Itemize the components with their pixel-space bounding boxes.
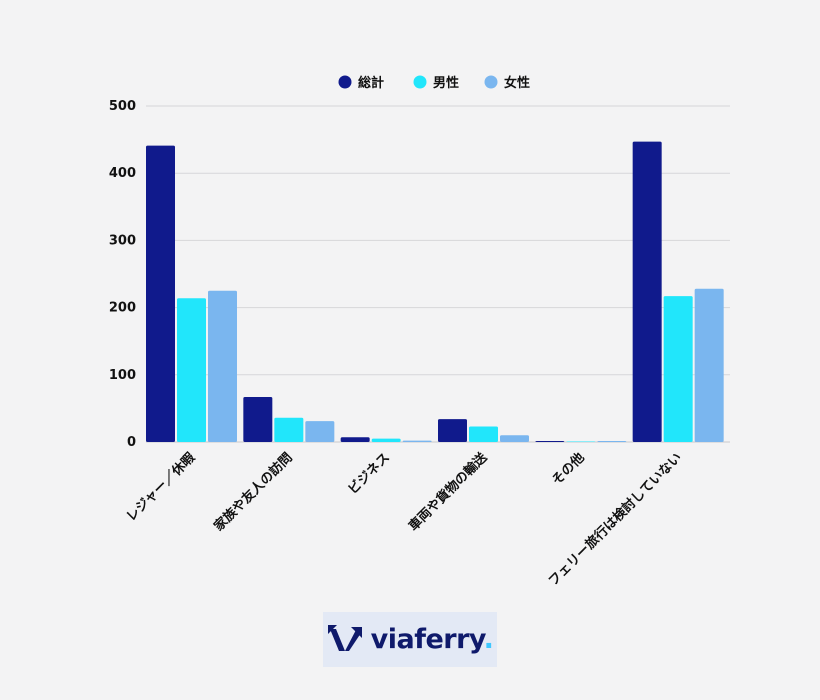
bar-5-2 <box>694 288 724 442</box>
bar-3-0 <box>438 419 467 442</box>
y-tick-label: 200 <box>109 301 136 316</box>
bar-3-2 <box>500 435 529 442</box>
bar-5-1 <box>663 296 693 442</box>
bar-3-1 <box>469 426 498 442</box>
bar-2-0 <box>340 437 370 442</box>
x-tick-label: レジャー／休暇 <box>123 450 198 525</box>
legend: 総計 男性 女性 <box>338 75 531 91</box>
logo-wordmark: viaferry. <box>370 624 494 655</box>
y-tick-label: 100 <box>109 368 136 383</box>
bar-0-2 <box>208 290 237 442</box>
bar-2-2 <box>402 440 432 442</box>
bar-4-1 <box>566 441 596 442</box>
bar-1-0 <box>243 396 273 442</box>
bar-1-1 <box>274 417 304 442</box>
x-tick-label: ビジネス <box>345 450 393 498</box>
gridlines <box>146 105 730 443</box>
x-tick-label: 車両や貨物の輸送 <box>405 449 491 535</box>
bars <box>146 141 724 442</box>
bar-5-0 <box>632 141 662 442</box>
x-tick-label: 家族や友人の訪問 <box>211 450 296 535</box>
y-tick-label: 500 <box>109 99 136 114</box>
bar-0-0 <box>146 145 175 442</box>
y-tick-label: 400 <box>109 166 136 181</box>
viaferry-logo: viaferry. <box>323 612 497 667</box>
legend-item[interactable]: 総計 <box>338 75 385 91</box>
viaferry-mark-icon <box>327 624 362 651</box>
legend-marker <box>338 75 352 89</box>
legend-marker <box>413 75 427 89</box>
logo-dot: . <box>483 624 494 655</box>
bar-0-1 <box>177 298 206 442</box>
legend-label: 総計 <box>358 75 384 91</box>
y-axis-ticks: 0 100 200 300 400 500 <box>109 99 136 450</box>
y-tick-label: 0 <box>127 435 136 450</box>
x-tick-label: その他 <box>549 450 588 489</box>
legend-label: 女性 <box>504 75 530 91</box>
bar-2-1 <box>371 438 401 442</box>
legend-item[interactable]: 女性 <box>484 75 531 91</box>
bar-chart: 0 100 200 300 400 500 レジャー／休暇 家族や友人の訪問 ビジネス 車両や貨… <box>109 75 730 589</box>
x-axis-labels: レジャー／休暇 家族や友人の訪問 ビジネス 車両や貨物の輸送 その他フェリー旅行は検討し… <box>123 449 685 589</box>
y-tick-label: 300 <box>109 233 136 248</box>
legend-marker <box>484 75 498 89</box>
bar-1-2 <box>305 421 335 442</box>
legend-label: 男性 <box>433 75 459 91</box>
bar-4-2 <box>597 441 627 442</box>
bar-4-0 <box>535 441 565 442</box>
legend-item[interactable]: 男性 <box>413 75 460 91</box>
